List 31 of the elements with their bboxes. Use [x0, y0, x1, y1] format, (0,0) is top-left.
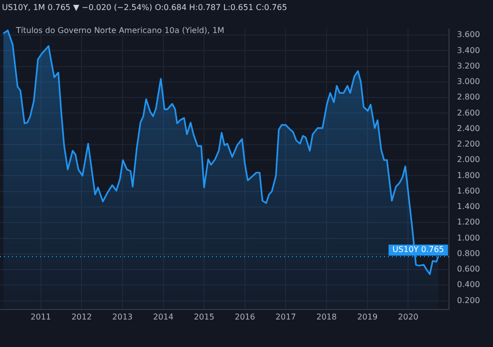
- x-tick-label: 2019: [357, 312, 378, 322]
- x-tick-label: 2018: [316, 312, 337, 322]
- y-tick-label: 1.600: [457, 186, 480, 196]
- ref-line-label: US10Y 0.765: [392, 245, 444, 254]
- y-tick-label: 3.200: [457, 61, 480, 70]
- x-tick-label: 2017: [276, 312, 296, 322]
- x-tick-label: 2016: [234, 312, 256, 322]
- y-tick-label: 2.600: [457, 108, 480, 118]
- y-tick-label: 1.200: [457, 218, 480, 227]
- y-tick-label: 2.400: [457, 124, 480, 133]
- x-tick-label: 2014: [153, 312, 174, 322]
- y-tick-label: 2.800: [457, 92, 480, 102]
- y-tick-label: 0.600: [457, 264, 480, 274]
- chart-subtitle: Títulos do Governo Norte Americano 10a (Yield), 1M: [16, 26, 224, 35]
- y-tick-label: 0.800: [457, 248, 480, 258]
- y-tick-label: 2.200: [457, 140, 480, 149]
- y-tick-label: 1.800: [457, 170, 480, 180]
- y-tick-label: 0.400: [457, 280, 480, 290]
- x-tick-label: 2020: [398, 312, 418, 322]
- y-tick-label: 0.200: [457, 296, 480, 305]
- y-tick-label: 1.400: [457, 202, 480, 212]
- y-tick-label: 3.000: [457, 77, 480, 86]
- y-tick-label: 1.000: [457, 233, 480, 242]
- y-tick-label: 2.000: [457, 155, 480, 164]
- y-tick-label: 3.600: [457, 30, 480, 40]
- x-tick-label: 2013: [112, 312, 133, 322]
- chart-title: US10Y, 1M 0.765 ▼ −0.020 (−2.54%) O:0.684 H:0.787 L:0.651 C:0.765: [1, 2, 288, 14]
- x-tick-label: 2012: [71, 312, 92, 322]
- y-tick-label: 3.400: [457, 46, 480, 55]
- x-tick-label: 2011: [30, 312, 51, 322]
- x-tick-label: 2015: [194, 312, 214, 322]
